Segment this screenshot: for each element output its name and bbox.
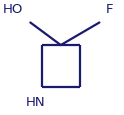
- Text: F: F: [105, 3, 113, 15]
- Text: HO: HO: [3, 3, 23, 15]
- Text: HN: HN: [26, 95, 45, 108]
